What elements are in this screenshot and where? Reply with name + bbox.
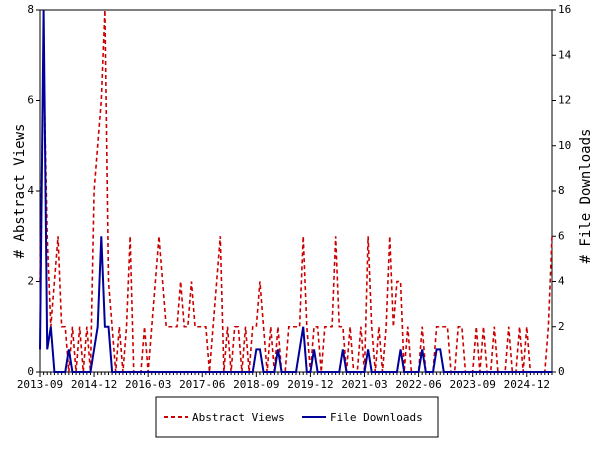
x-tick-label: 2013-09 bbox=[17, 378, 63, 391]
legend-label: File Downloads bbox=[330, 411, 423, 424]
x-tick-label: 2024-12 bbox=[504, 378, 550, 391]
x-tick-label: 2016-03 bbox=[125, 378, 171, 391]
x-tick-label: 2018-09 bbox=[233, 378, 279, 391]
y2-tick-label: 16 bbox=[558, 3, 571, 16]
y2-tick-label: 14 bbox=[558, 48, 572, 61]
legend-label: Abstract Views bbox=[192, 411, 285, 424]
y-tick-label: 4 bbox=[27, 184, 34, 197]
series-line bbox=[39, 9, 553, 373]
y2-tick-label: 8 bbox=[558, 184, 565, 197]
y2-tick-label: 6 bbox=[558, 229, 565, 242]
legend-box bbox=[155, 396, 439, 438]
x-tick-label: 2021-03 bbox=[341, 378, 387, 391]
y-axis-title: # Abstract Views bbox=[12, 124, 28, 259]
y2-tick-label: 0 bbox=[558, 365, 565, 378]
x-tick-label: 2017-06 bbox=[179, 378, 225, 391]
x-tick-label: 2022-06 bbox=[395, 378, 441, 391]
y2-tick-label: 2 bbox=[558, 320, 565, 333]
x-tick-label: 2019-12 bbox=[287, 378, 333, 391]
x-tick-label: 2023-09 bbox=[449, 378, 495, 391]
y2-axis-title: # File Downloads bbox=[578, 129, 594, 264]
y-tick-label: 2 bbox=[27, 275, 34, 288]
x-tick-label: 2014-12 bbox=[71, 378, 117, 391]
plot-frame bbox=[39, 9, 553, 373]
y2-tick-label: 4 bbox=[558, 275, 565, 288]
y-tick-label: 8 bbox=[27, 3, 34, 16]
y2-tick-label: 10 bbox=[558, 139, 571, 152]
y-tick-label: 6 bbox=[27, 94, 34, 107]
series-line bbox=[39, 9, 552, 373]
y-tick-label: 0 bbox=[27, 365, 34, 378]
y2-tick-label: 12 bbox=[558, 94, 571, 107]
